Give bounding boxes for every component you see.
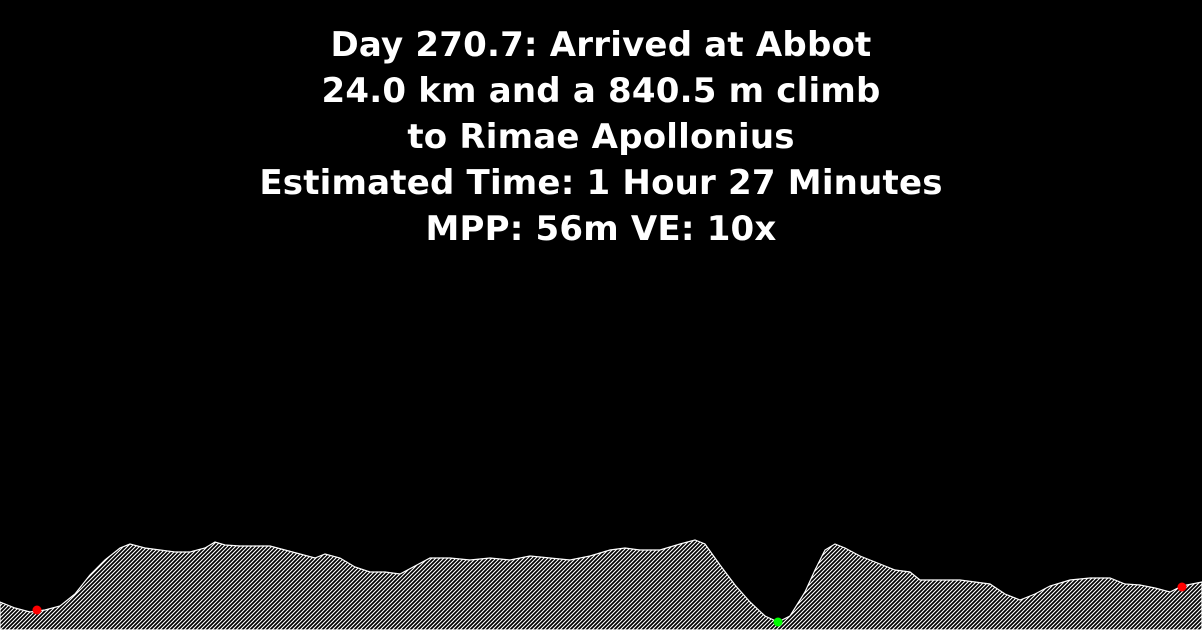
caption-distance-climb: 24.0 km and a 840.5 m climb [321, 71, 881, 111]
current-position-marker [773, 617, 783, 627]
caption-mpp-ve: MPP: 56m VE: 10x [425, 209, 777, 249]
start-marker [32, 605, 42, 615]
route-caption: Day 270.7: Arrived at Abbot 24.0 km and … [0, 22, 1202, 252]
caption-day-arrival: Day 270.7: Arrived at Abbot [330, 25, 872, 65]
elevation-profile-svg [0, 539, 1202, 630]
caption-estimated-time: Estimated Time: 1 Hour 27 Minutes [259, 163, 943, 203]
terrain-profile [0, 539, 1202, 630]
end-marker [1177, 582, 1187, 592]
caption-destination: to Rimae Apollonius [407, 117, 795, 157]
elevation-profile [0, 530, 1202, 630]
